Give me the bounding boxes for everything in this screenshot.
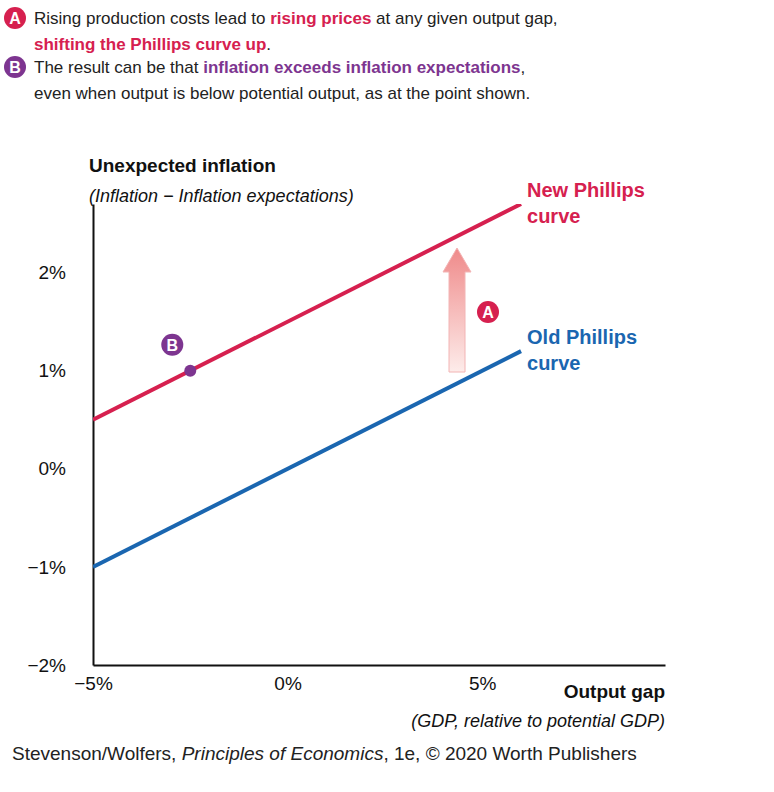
annotation-plain: at any given output gap, xyxy=(371,9,557,28)
source-part: Stevenson/Wolfers, xyxy=(12,743,182,764)
x-tick-label: −5% xyxy=(74,673,113,694)
y-tick: −1% xyxy=(27,556,93,577)
phillips-curve xyxy=(93,351,521,567)
series-label-line: curve xyxy=(527,352,580,374)
annotation-badge xyxy=(477,301,499,323)
annotation-badge xyxy=(4,56,26,78)
annotation-point xyxy=(184,365,196,377)
series-label: New Phillips curve xyxy=(527,179,645,227)
y-axis: −2% −1% 0% 1% 2% xyxy=(27,205,93,676)
y-tick: 1% xyxy=(39,360,93,381)
annotation-badge-label: A xyxy=(482,304,494,321)
annotation-plain: The result can be that xyxy=(34,58,203,77)
annotation-text: Rising production costs lead to rising p… xyxy=(34,9,558,28)
series-label: Old Phillips curve xyxy=(527,326,637,374)
y-tick-label: 2% xyxy=(39,262,67,283)
y-tick: 0% xyxy=(39,458,93,479)
x-tick: 0% xyxy=(274,665,302,694)
annotation-text: shifting the Phillips curve up. xyxy=(34,35,271,54)
annotation-badge-label: B xyxy=(166,337,178,354)
annotation-text: even when output is below potential outp… xyxy=(34,84,530,103)
annotation-b: B The result can be that inflation exceed… xyxy=(4,56,530,103)
annotation-text: The result can be that inflation exceeds… xyxy=(34,58,525,77)
y-axis-subtitle: (Inflation − Inflation expectations) xyxy=(89,186,354,206)
y-axis-line xyxy=(93,205,95,666)
y-tick-label: −1% xyxy=(27,556,66,577)
chart: A Rising production costs lead to rising … xyxy=(0,0,774,792)
y-tick: −2% xyxy=(27,655,93,676)
source-part: , 1e, © 2020 Worth Publishers xyxy=(383,743,636,764)
annotation-badge-label: A xyxy=(9,10,21,27)
annotation-badge-label: B xyxy=(9,59,21,76)
x-axis-subtitle: (GDP, relative to potential GDP) xyxy=(411,711,665,731)
series-label-line: New Phillips xyxy=(527,179,645,201)
shift-arrow xyxy=(443,248,471,372)
series-label-line: Old Phillips xyxy=(527,326,637,348)
x-tick: −5% xyxy=(74,665,113,694)
annotation-plain: Rising production costs lead to xyxy=(34,9,270,28)
phillips-curve xyxy=(93,204,521,420)
source: Stevenson/Wolfers, Principles of Economi… xyxy=(12,743,637,764)
y-tick-label: −2% xyxy=(27,655,66,676)
plot-area xyxy=(93,204,521,567)
annotation-emphasis: inflation exceeds inflation expectations xyxy=(203,58,520,77)
x-tick-label: 0% xyxy=(274,673,302,694)
y-axis-title: Unexpected inflation xyxy=(89,155,276,176)
annotation-emphasis: shifting the Phillips curve up xyxy=(34,35,266,54)
annotation-plain: even when output is below potential outp… xyxy=(34,84,530,103)
annotation-a: A Rising production costs lead to rising … xyxy=(4,7,558,54)
annotation-emphasis: rising prices xyxy=(270,9,371,28)
annotation-badge xyxy=(4,7,26,29)
series-label-line: curve xyxy=(527,205,580,227)
annotation-plain: . xyxy=(266,35,271,54)
y-tick-label: 0% xyxy=(39,458,67,479)
annotation-plain: , xyxy=(521,58,526,77)
x-tick: 5% xyxy=(469,665,497,694)
x-axis-line xyxy=(94,665,666,667)
source-part: Principles of Economics xyxy=(182,743,384,764)
x-axis-title: Output gap xyxy=(564,681,665,702)
y-tick: 2% xyxy=(39,262,93,283)
y-tick-label: 1% xyxy=(39,360,67,381)
annotation-badge xyxy=(161,334,183,356)
x-tick-label: 5% xyxy=(469,673,497,694)
